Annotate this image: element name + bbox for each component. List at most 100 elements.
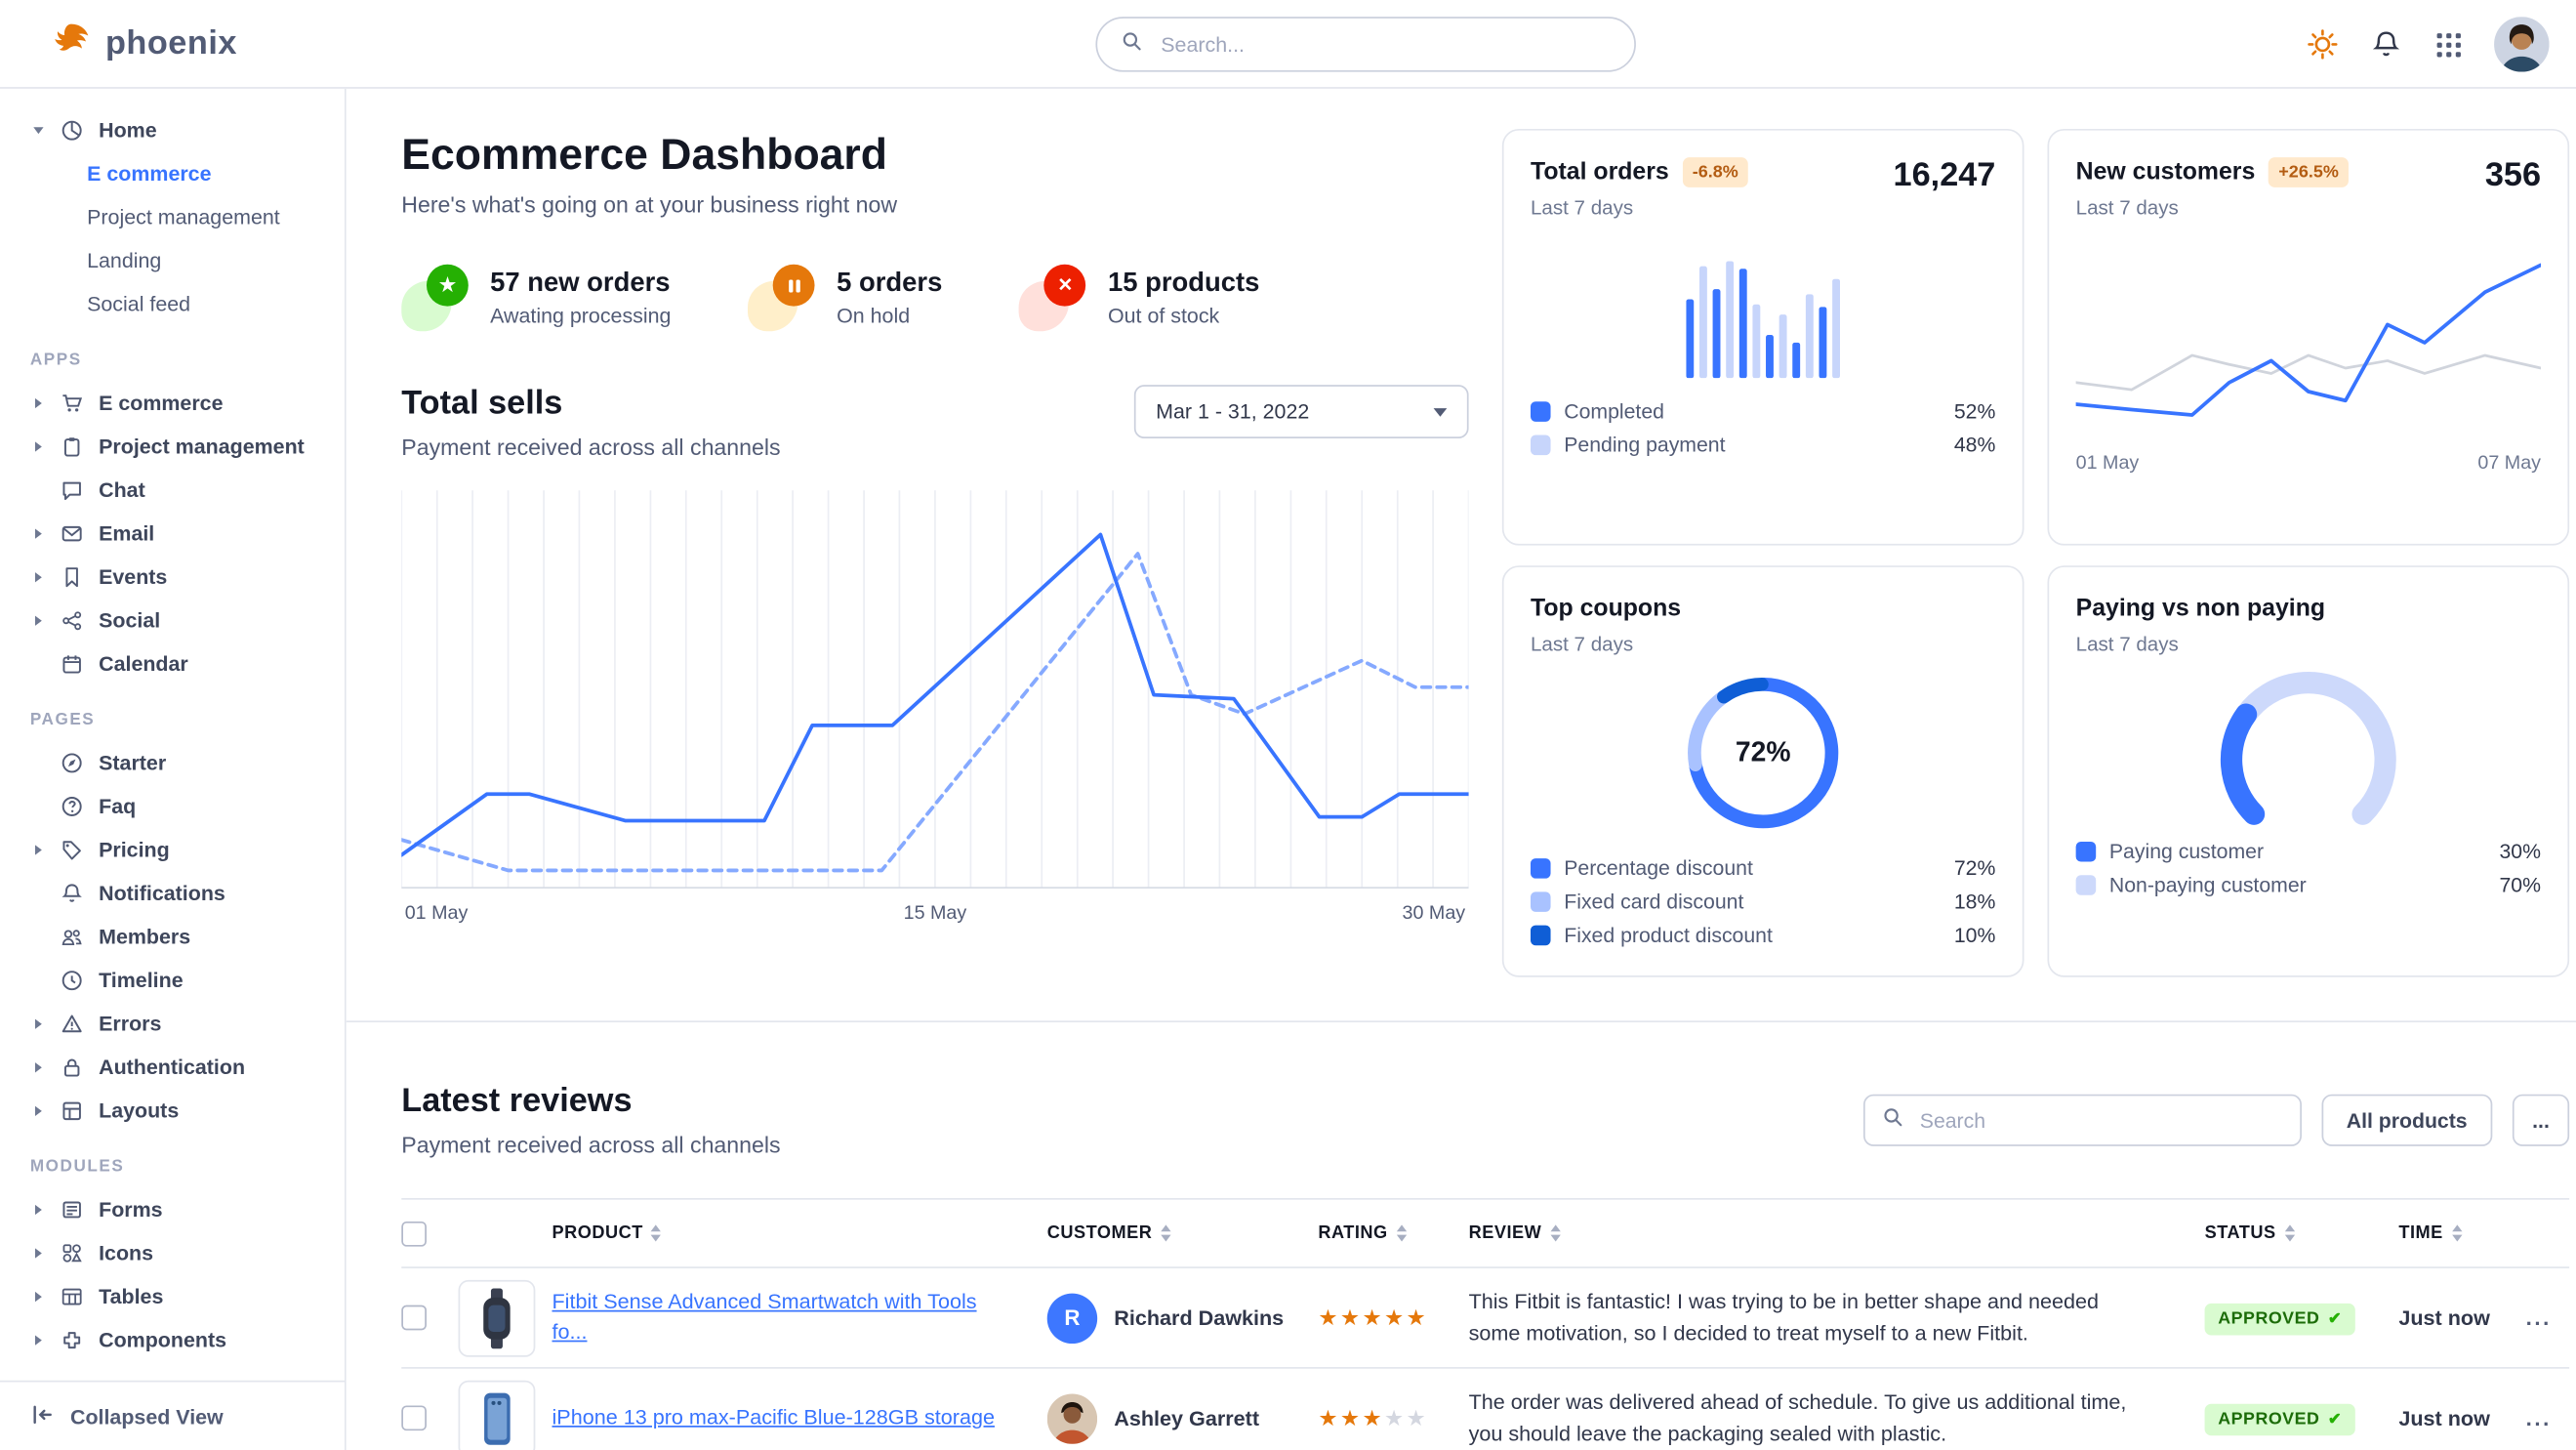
caret-right-icon bbox=[30, 1248, 45, 1259]
topbar: phoenix bbox=[0, 0, 2576, 89]
sidebar-item-events[interactable]: Events bbox=[20, 556, 328, 600]
sidebar-item-faq[interactable]: Faq bbox=[20, 785, 328, 829]
review-text: This Fitbit is fantastic! I was trying t… bbox=[1468, 1289, 2099, 1345]
reviews-search-input[interactable] bbox=[1916, 1106, 2283, 1134]
sidebar-item-project-management[interactable]: Project management bbox=[20, 425, 328, 469]
caret-right-icon bbox=[30, 441, 45, 452]
legend-item: Percentage discount 72% bbox=[1530, 856, 1996, 881]
legend-label: Fixed product discount bbox=[1564, 923, 1773, 947]
user-avatar[interactable] bbox=[2494, 17, 2550, 72]
column-header-time[interactable]: TIME bbox=[2398, 1223, 2525, 1243]
sidebar-item-forms[interactable]: Forms bbox=[20, 1188, 328, 1232]
customer-name: Richard Dawkins bbox=[1114, 1305, 1285, 1330]
caret-right-icon bbox=[30, 572, 45, 583]
sidebar-item-timeline[interactable]: Timeline bbox=[20, 959, 328, 1003]
sidebar-item-e-commerce[interactable]: E commerce bbox=[20, 382, 328, 426]
reviews-search[interactable] bbox=[1862, 1094, 2302, 1146]
product-link[interactable]: iPhone 13 pro max-Pacific Blue-128GB sto… bbox=[552, 1404, 995, 1429]
date-range-select[interactable]: Mar 1 - 31, 2022 bbox=[1133, 385, 1469, 438]
row-actions-button[interactable]: ... bbox=[2525, 1305, 2552, 1331]
table-header: PRODUCT CUSTOMER RATING REVIEW STATUS TI… bbox=[401, 1197, 2570, 1268]
brand-logo[interactable]: phoenix bbox=[50, 0, 237, 89]
legend-value: 72% bbox=[1953, 856, 1996, 881]
review-time: Just now bbox=[2398, 1406, 2490, 1430]
sidebar-subitem-landing[interactable]: Landing bbox=[87, 249, 162, 273]
total-orders-chart bbox=[1686, 261, 1841, 379]
reviews-subtitle: Payment received across all channels bbox=[401, 1133, 781, 1158]
card-title: Paying vs non paying bbox=[2075, 596, 2326, 623]
bookmark-icon bbox=[59, 563, 85, 590]
pause-icon bbox=[748, 264, 815, 332]
legend-label: Percentage discount bbox=[1564, 856, 1753, 881]
caret-right-icon bbox=[30, 1291, 45, 1303]
column-header-status[interactable]: STATUS bbox=[2205, 1223, 2399, 1243]
row-checkbox[interactable] bbox=[401, 1305, 427, 1331]
card-title: Top coupons bbox=[1530, 596, 1682, 623]
sidebar-item-chat[interactable]: Chat bbox=[20, 469, 328, 513]
caret-right-icon bbox=[30, 397, 45, 409]
warning-icon bbox=[59, 1011, 85, 1037]
search-input[interactable] bbox=[1157, 30, 1612, 59]
global-search[interactable] bbox=[1095, 17, 1636, 72]
legend-value: 10% bbox=[1953, 923, 1996, 947]
column-header-customer[interactable]: CUSTOMER bbox=[1047, 1223, 1319, 1243]
legend-label: Paying customer bbox=[2108, 840, 2265, 864]
reviews-more-button[interactable]: ... bbox=[2512, 1094, 2570, 1146]
sidebar-subitem-project-management[interactable]: Project management bbox=[87, 205, 280, 229]
sidebar-item-components[interactable]: Components bbox=[20, 1318, 328, 1362]
card-title: New customers bbox=[2075, 158, 2256, 186]
legend-value: 48% bbox=[1953, 433, 1996, 457]
sidebar-item-pricing[interactable]: Pricing bbox=[20, 828, 328, 872]
total-sells-x-labels: 01 May 15 May 30 May bbox=[401, 903, 1468, 924]
main-content: Ecommerce Dashboard Here's what's going … bbox=[346, 88, 2576, 1450]
sidebar-subitem-social-feed[interactable]: Social feed bbox=[87, 292, 191, 316]
sidebar-subitem-e-commerce[interactable]: E commerce bbox=[87, 162, 212, 186]
caret-right-icon bbox=[30, 1105, 45, 1116]
sidebar-item-errors[interactable]: Errors bbox=[20, 1002, 328, 1046]
review-row: iPhone 13 pro max-Pacific Blue-128GB sto… bbox=[401, 1369, 2569, 1450]
kpi-cards: Total orders -6.8% Last 7 days 16,247 Co… bbox=[1501, 128, 2570, 977]
sidebar-item-email[interactable]: Email bbox=[20, 512, 328, 556]
table-icon bbox=[59, 1283, 85, 1309]
all-products-button[interactable]: All products bbox=[2321, 1094, 2493, 1146]
theme-toggle-sun-icon[interactable] bbox=[2304, 26, 2341, 63]
total-orders-legend: Completed 52% Pending payment 48% bbox=[1530, 400, 1996, 457]
row-checkbox[interactable] bbox=[401, 1405, 427, 1431]
notifications-bell-icon[interactable] bbox=[2367, 26, 2404, 63]
row-actions-button[interactable]: ... bbox=[2525, 1405, 2552, 1431]
stat-on-hold: 5 orders On hold bbox=[748, 264, 942, 332]
sidebar-item-members[interactable]: Members bbox=[20, 915, 328, 959]
customer-cell: R Richard Dawkins bbox=[1046, 1292, 1319, 1344]
sidebar-item-layouts[interactable]: Layouts bbox=[20, 1090, 328, 1134]
review-time: Just now bbox=[2398, 1305, 2490, 1330]
apps-grid-icon[interactable] bbox=[2431, 26, 2468, 63]
tag-icon bbox=[59, 837, 85, 863]
legend-label: Fixed card discount bbox=[1564, 890, 1744, 914]
column-header-rating[interactable]: RATING bbox=[1318, 1223, 1468, 1243]
sidebar-item-social[interactable]: Social bbox=[20, 599, 328, 642]
stats-row: ★ 57 new orders Awating processing 5 ord… bbox=[401, 264, 1468, 332]
total-orders-value: 16,247 bbox=[1893, 157, 1996, 194]
sidebar-item-icons[interactable]: Icons bbox=[20, 1231, 328, 1275]
product-image[interactable] bbox=[458, 1379, 536, 1450]
product-image[interactable] bbox=[458, 1279, 536, 1356]
sidebar-item-calendar[interactable]: Calendar bbox=[20, 642, 328, 686]
new-customers-x-labels: 01 May 07 May bbox=[2075, 453, 2542, 474]
total-sells-header: Total sells Payment received across all … bbox=[401, 385, 1469, 461]
rating-stars: ★★★★★ bbox=[1318, 1304, 1429, 1330]
sidebar-item-authentication[interactable]: Authentication bbox=[20, 1046, 328, 1090]
customer-avatar bbox=[1046, 1392, 1098, 1444]
column-header-review[interactable]: REVIEW bbox=[1469, 1223, 2205, 1243]
total-sells-subtitle: Payment received across all channels bbox=[401, 435, 781, 461]
sidebar-item-notifications[interactable]: Notifications bbox=[20, 872, 328, 916]
sidebar-item-tables[interactable]: Tables bbox=[20, 1275, 328, 1319]
stat-value: 15 products bbox=[1107, 269, 1260, 298]
select-all-checkbox[interactable] bbox=[401, 1221, 427, 1246]
product-link[interactable]: Fitbit Sense Advanced Smartwatch with To… bbox=[552, 1290, 977, 1344]
collapsed-view-button[interactable]: Collapsed View bbox=[0, 1380, 346, 1450]
column-header-product[interactable]: PRODUCT bbox=[552, 1223, 1047, 1243]
sidebar-item-home[interactable]: Home bbox=[20, 108, 328, 152]
caret-right-icon bbox=[30, 1204, 45, 1216]
sidebar-item-starter[interactable]: Starter bbox=[20, 741, 328, 785]
